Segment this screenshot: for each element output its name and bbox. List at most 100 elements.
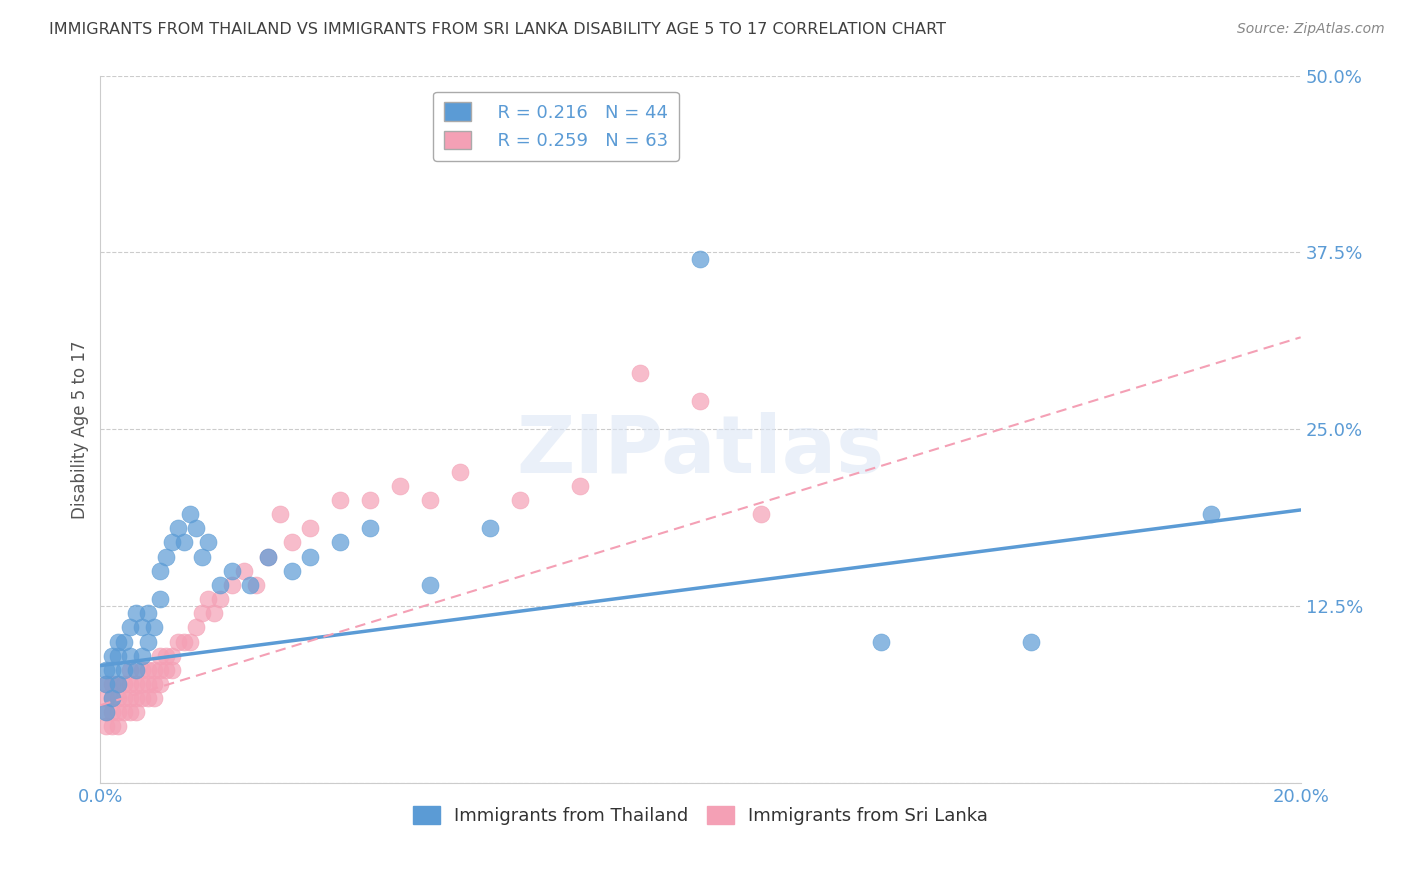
Point	[179, 634, 201, 648]
Point	[149, 677, 172, 691]
Point	[112, 706, 135, 720]
Point	[1019, 634, 1042, 648]
Point	[143, 663, 166, 677]
Point	[120, 663, 142, 677]
Point	[107, 634, 129, 648]
Point	[149, 564, 172, 578]
Point	[101, 706, 124, 720]
Point	[112, 691, 135, 706]
Point	[173, 535, 195, 549]
Point	[281, 535, 304, 549]
Point	[131, 648, 153, 663]
Point	[125, 691, 148, 706]
Point	[112, 677, 135, 691]
Point	[101, 648, 124, 663]
Point	[245, 578, 267, 592]
Point	[202, 606, 225, 620]
Point	[509, 493, 531, 508]
Point	[107, 677, 129, 691]
Y-axis label: Disability Age 5 to 17: Disability Age 5 to 17	[72, 340, 89, 518]
Point	[107, 691, 129, 706]
Point	[359, 521, 381, 535]
Point	[191, 549, 214, 564]
Point	[479, 521, 502, 535]
Point	[221, 564, 243, 578]
Point	[131, 620, 153, 634]
Point	[112, 663, 135, 677]
Point	[107, 706, 129, 720]
Point	[162, 648, 184, 663]
Point	[149, 592, 172, 607]
Point	[101, 691, 124, 706]
Point	[173, 634, 195, 648]
Text: Source: ZipAtlas.com: Source: ZipAtlas.com	[1237, 22, 1385, 37]
Point	[419, 493, 441, 508]
Legend: Immigrants from Thailand, Immigrants from Sri Lanka: Immigrants from Thailand, Immigrants fro…	[404, 797, 997, 834]
Point	[689, 252, 711, 267]
Point	[125, 706, 148, 720]
Point	[179, 507, 201, 521]
Point	[143, 677, 166, 691]
Point	[191, 606, 214, 620]
Point	[299, 549, 322, 564]
Point	[107, 677, 129, 691]
Point	[155, 663, 177, 677]
Point	[155, 648, 177, 663]
Point	[329, 535, 352, 549]
Point	[257, 549, 280, 564]
Point	[101, 677, 124, 691]
Point	[186, 521, 208, 535]
Point	[96, 706, 118, 720]
Point	[96, 677, 118, 691]
Point	[197, 535, 219, 549]
Point	[138, 663, 160, 677]
Point	[143, 691, 166, 706]
Point	[138, 606, 160, 620]
Point	[209, 592, 232, 607]
Point	[869, 634, 891, 648]
Point	[101, 719, 124, 733]
Point	[96, 706, 118, 720]
Point	[125, 677, 148, 691]
Point	[186, 620, 208, 634]
Point	[131, 677, 153, 691]
Point	[167, 521, 190, 535]
Point	[329, 493, 352, 508]
Point	[131, 691, 153, 706]
Point	[359, 493, 381, 508]
Point	[233, 564, 256, 578]
Point	[96, 719, 118, 733]
Point	[125, 663, 148, 677]
Point	[749, 507, 772, 521]
Point	[138, 691, 160, 706]
Point	[149, 648, 172, 663]
Point	[138, 677, 160, 691]
Point	[269, 507, 291, 521]
Point	[96, 691, 118, 706]
Point	[96, 677, 118, 691]
Point	[112, 634, 135, 648]
Point	[120, 706, 142, 720]
Point	[120, 677, 142, 691]
Point	[419, 578, 441, 592]
Point	[162, 663, 184, 677]
Point	[131, 663, 153, 677]
Point	[162, 535, 184, 549]
Point	[630, 366, 652, 380]
Point	[101, 663, 124, 677]
Point	[281, 564, 304, 578]
Point	[120, 620, 142, 634]
Point	[155, 549, 177, 564]
Point	[221, 578, 243, 592]
Point	[167, 634, 190, 648]
Point	[125, 606, 148, 620]
Point	[569, 479, 592, 493]
Point	[120, 648, 142, 663]
Point	[239, 578, 262, 592]
Text: IMMIGRANTS FROM THAILAND VS IMMIGRANTS FROM SRI LANKA DISABILITY AGE 5 TO 17 COR: IMMIGRANTS FROM THAILAND VS IMMIGRANTS F…	[49, 22, 946, 37]
Point	[449, 465, 471, 479]
Point	[1199, 507, 1222, 521]
Point	[389, 479, 412, 493]
Point	[689, 394, 711, 409]
Point	[299, 521, 322, 535]
